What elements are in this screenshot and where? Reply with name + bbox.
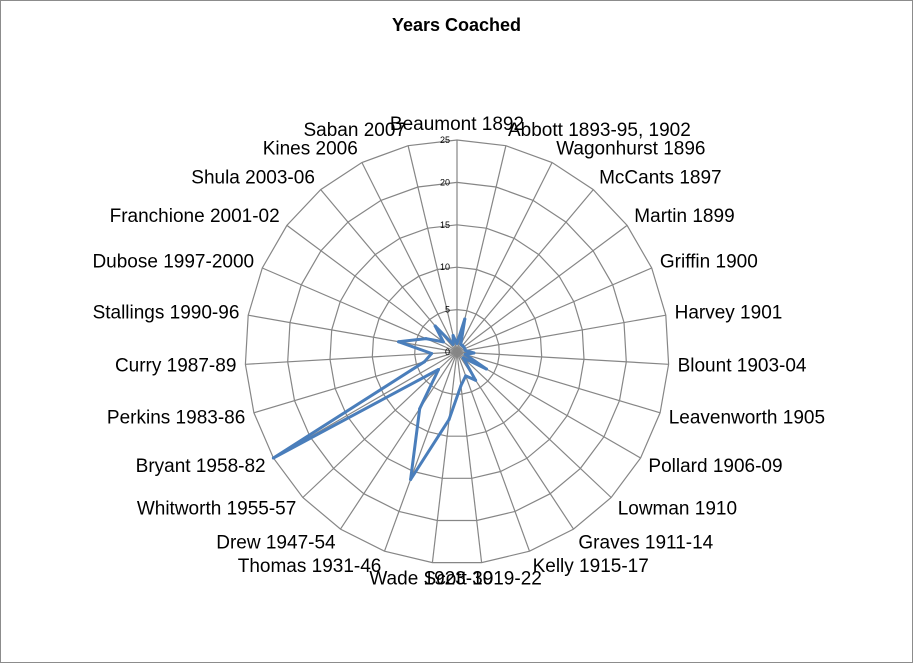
grid-spoke — [456, 351, 669, 365]
category-label: Leavenworth 1905 — [669, 407, 825, 428]
grid-ring — [244, 139, 670, 564]
category-label: Martin 1899 — [634, 206, 734, 227]
grid-spoke — [431, 351, 458, 563]
grid-spoke — [456, 351, 531, 552]
data-point — [423, 360, 426, 364]
grid-spoke — [339, 351, 458, 530]
grid-ring — [371, 266, 543, 437]
category-label: Griffin 1900 — [660, 252, 758, 273]
category-label: Saban 2007 — [304, 120, 407, 141]
category-label: Beaumont 1892 — [390, 114, 524, 135]
category-label: Abbott 1893-95, 1902 — [508, 120, 691, 141]
grid-spoke — [456, 189, 594, 353]
category-label: Bryant 1958-82 — [136, 456, 266, 477]
category-label: Whitworth 1955-57 — [137, 499, 296, 520]
data-point — [441, 340, 445, 344]
category-label: Perkins 1983-86 — [107, 407, 245, 428]
category-label: McCants 1897 — [599, 167, 722, 188]
grid-spoke — [456, 162, 553, 353]
radial-tick-label: 5 — [445, 305, 450, 315]
data-point — [474, 378, 478, 382]
grid-spoke — [248, 314, 458, 353]
category-label: Blount 1903-04 — [678, 355, 807, 376]
grid-spoke — [302, 351, 458, 498]
data-point — [451, 334, 455, 337]
category-label: Kines 2006 — [263, 138, 358, 159]
radial-tick-label: 20 — [440, 177, 450, 187]
category-label: Scott 1919-22 — [424, 569, 542, 590]
grid-spoke — [245, 351, 458, 365]
grid-spoke — [456, 224, 628, 353]
grid-spoke — [407, 145, 458, 353]
category-label: Curry 1987-89 — [115, 355, 236, 376]
data-point — [409, 478, 413, 481]
radial-tick-label: 25 — [440, 135, 450, 145]
radial-tick-label: 0 — [445, 347, 450, 357]
data-point — [459, 384, 463, 388]
grid-spoke — [456, 351, 612, 498]
radial-tick-label: 10 — [440, 262, 450, 272]
data-point — [418, 407, 422, 411]
category-label: Kelly 1915-17 — [533, 556, 649, 577]
category-label: Harvey 1901 — [675, 302, 783, 323]
category-label: Pollard 1906-09 — [648, 456, 782, 477]
data-point — [397, 340, 400, 344]
grid-spoke — [456, 314, 666, 353]
data-point — [451, 342, 455, 346]
category-label: Drew 1947-54 — [216, 533, 336, 554]
data-point — [484, 367, 488, 371]
grid-spoke — [383, 351, 458, 552]
data-point — [461, 356, 465, 360]
category-label: Dubose 1997-2000 — [92, 252, 254, 273]
data-point — [424, 337, 428, 341]
category-label: Franchione 2001-02 — [110, 206, 280, 227]
category-label: Thomas 1931-46 — [238, 556, 382, 577]
category-label: Shula 2003-06 — [191, 167, 315, 188]
grid-spoke — [456, 351, 661, 414]
data-point — [463, 349, 467, 352]
category-label: Wagonhurst 1896 — [556, 138, 705, 159]
category-label: Stallings 1990-96 — [93, 302, 240, 323]
data-point — [447, 417, 451, 421]
grid-ring — [329, 224, 585, 479]
grid-ring — [287, 181, 627, 522]
grid-spoke — [361, 162, 458, 353]
data-point — [433, 324, 437, 328]
chart-title: Years Coached — [391, 15, 522, 35]
series-line — [271, 317, 488, 481]
data-point — [271, 456, 275, 460]
data-point — [472, 351, 476, 355]
data-point — [430, 352, 434, 355]
grid-spoke — [456, 267, 652, 353]
data-point — [463, 352, 467, 356]
data-point — [437, 368, 440, 371]
data-point — [455, 342, 459, 345]
radial-tick-label: 15 — [440, 220, 450, 230]
grid-spoke — [286, 224, 458, 353]
category-label: Wade 1923-30 — [369, 569, 493, 590]
data-point — [463, 317, 467, 321]
category-label: Graves 1911-14 — [578, 533, 713, 554]
data-point — [464, 374, 468, 378]
category-label: Lowman 1910 — [618, 499, 737, 520]
